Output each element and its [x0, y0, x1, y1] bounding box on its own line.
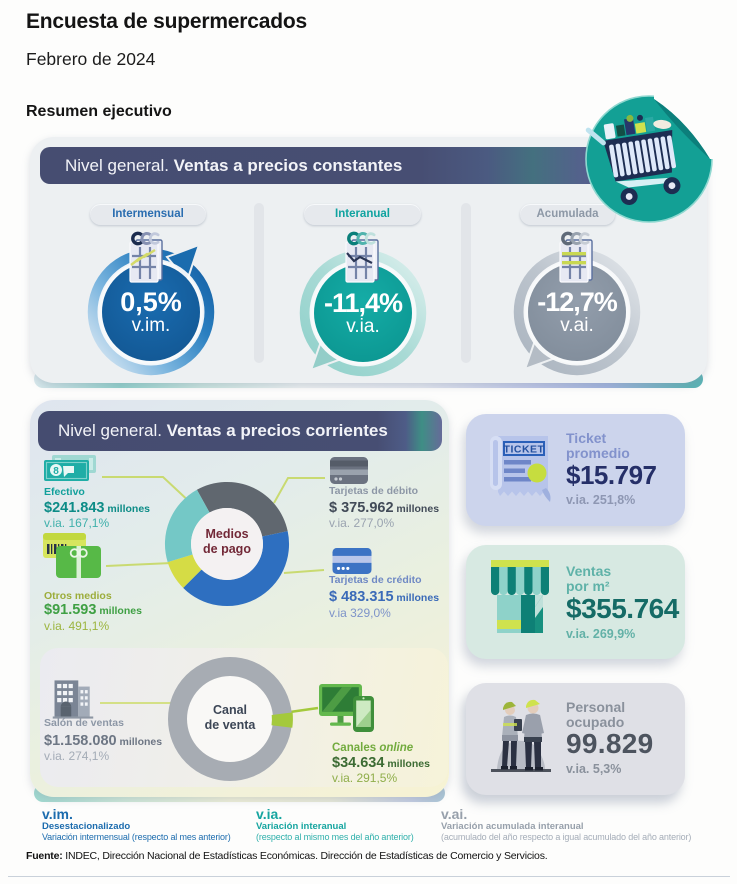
svg-text:8: 8: [53, 466, 59, 477]
svg-text:TICKET: TICKET: [504, 444, 545, 456]
